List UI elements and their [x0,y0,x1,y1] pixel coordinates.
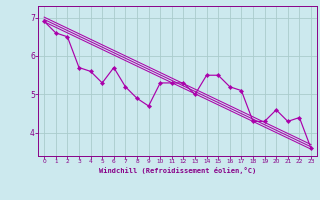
X-axis label: Windchill (Refroidissement éolien,°C): Windchill (Refroidissement éolien,°C) [99,167,256,174]
